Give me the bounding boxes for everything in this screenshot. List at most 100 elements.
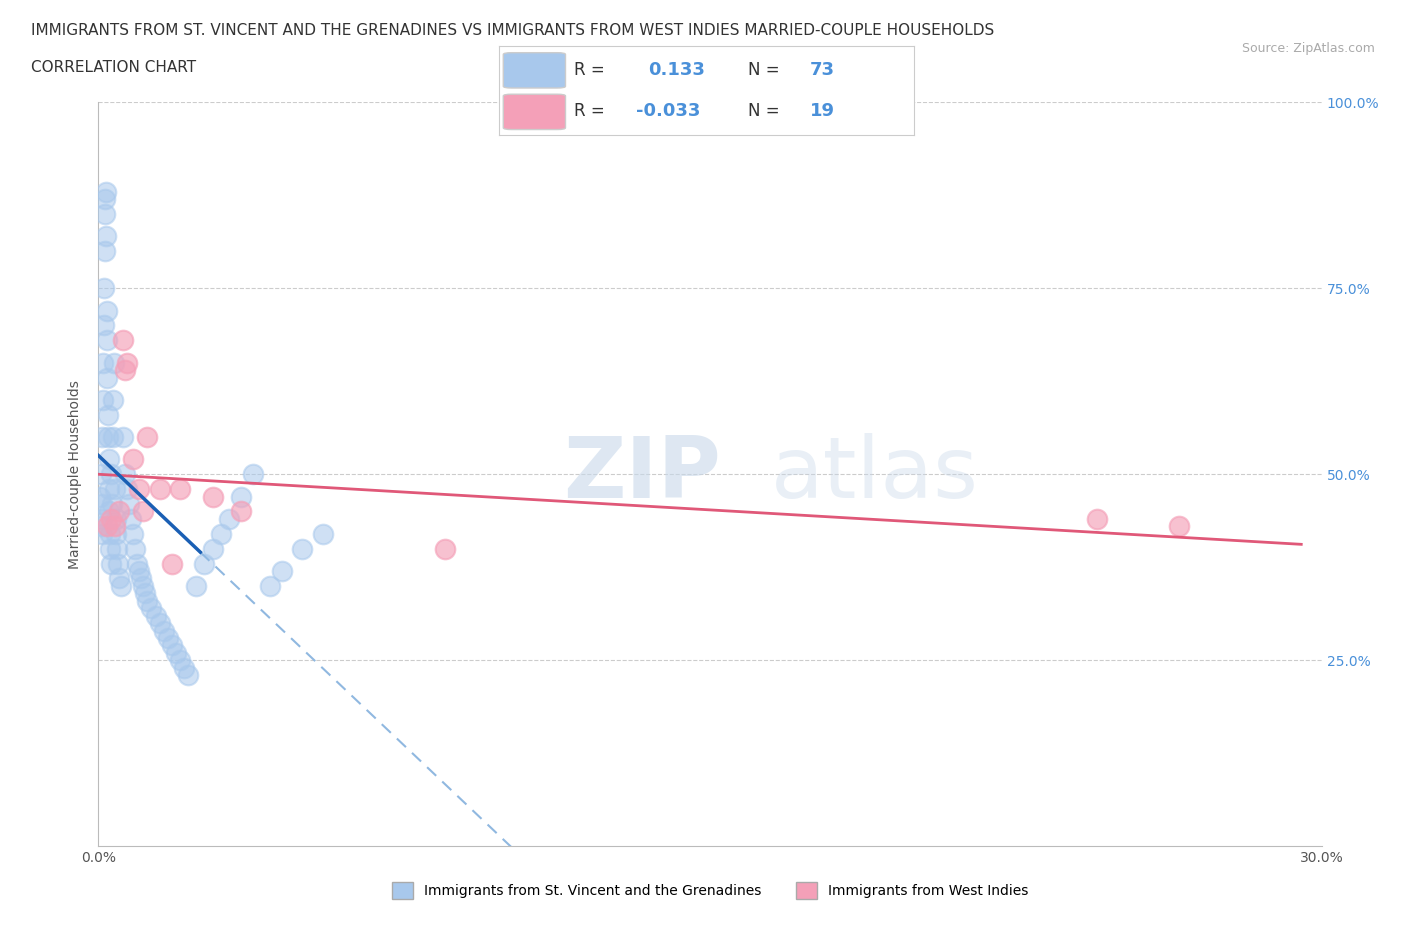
Point [128,564,150,578]
Point [120,512,142,526]
Point [270,564,294,578]
Point [124,541,146,556]
Point [136,593,159,608]
Point [193,556,215,571]
Point [169,653,191,668]
Point [114,363,136,378]
Point [177,668,200,683]
Point [160,638,183,653]
Point [93,281,115,296]
Point [94,184,117,199]
Point [201,541,224,556]
Point [169,482,191,497]
Point [101,430,124,445]
Point [115,355,138,370]
Point [96,229,118,244]
Point [101,497,124,512]
Point [100,556,122,571]
Point [90,512,112,526]
Point [98,504,121,519]
Point [107,556,129,571]
Point [93,244,115,259]
FancyBboxPatch shape [503,94,565,129]
Point [122,452,145,467]
Point [132,578,155,593]
Point [259,578,281,593]
Point [129,571,152,586]
Text: N =: N = [748,102,779,120]
Point [128,482,150,497]
Point [94,206,117,221]
Text: 0.133: 0.133 [648,61,706,79]
Point [103,355,125,370]
Text: R =: R = [574,61,605,79]
Text: 19: 19 [810,102,835,120]
Text: N =: N = [748,61,779,79]
FancyBboxPatch shape [503,53,565,88]
Point [91,430,114,445]
Point [433,541,456,556]
Point [98,482,121,497]
Point [165,645,187,660]
Point [132,504,155,519]
Point [122,526,145,541]
Y-axis label: Married-couple Households: Married-couple Households [69,379,83,569]
Point [242,467,264,482]
Point [98,541,121,556]
Point [90,519,112,534]
Point [141,601,163,616]
Point [111,430,134,445]
Point [110,578,132,593]
Point [89,489,111,504]
Point [173,660,195,675]
Point [156,631,179,645]
Point [91,355,114,370]
Legend: Immigrants from St. Vincent and the Grenadines, Immigrants from West Indies: Immigrants from St. Vincent and the Gren… [385,875,1035,907]
Text: IMMIGRANTS FROM ST. VINCENT AND THE GRENADINES VS IMMIGRANTS FROM WEST INDIES MA: IMMIGRANTS FROM ST. VINCENT AND THE GREN… [31,23,994,38]
Point [209,526,232,541]
Point [149,616,172,631]
Point [104,482,127,497]
Point [127,556,149,571]
Point [149,482,172,497]
Point [98,526,121,541]
Point [96,303,118,318]
Point [152,623,174,638]
Point [90,497,112,512]
Text: ZIP: ZIP [564,432,721,516]
Text: atlas: atlas [772,432,979,516]
Point [118,497,141,512]
Point [93,318,115,333]
Point [104,519,127,534]
Point [1085,512,1108,526]
Point [105,541,128,556]
Point [100,467,122,482]
Text: 73: 73 [810,61,835,79]
Point [104,512,127,526]
Point [97,452,120,467]
Point [115,482,138,497]
Point [108,504,131,519]
Text: CORRELATION CHART: CORRELATION CHART [31,60,195,75]
Point [231,504,253,519]
Text: Source: ZipAtlas.com: Source: ZipAtlas.com [1241,42,1375,55]
Point [96,370,118,385]
Point [1167,519,1189,534]
Point [160,556,183,571]
Point [101,392,124,407]
Point [105,526,128,541]
Point [218,512,240,526]
Text: R =: R = [574,102,605,120]
Point [231,489,253,504]
Point [91,526,114,541]
Point [201,489,224,504]
Point [186,578,208,593]
Point [114,467,136,482]
Point [312,526,335,541]
Point [96,519,118,534]
Point [96,333,118,348]
Point [108,571,131,586]
Point [90,467,112,482]
Point [97,430,120,445]
Point [97,407,120,422]
